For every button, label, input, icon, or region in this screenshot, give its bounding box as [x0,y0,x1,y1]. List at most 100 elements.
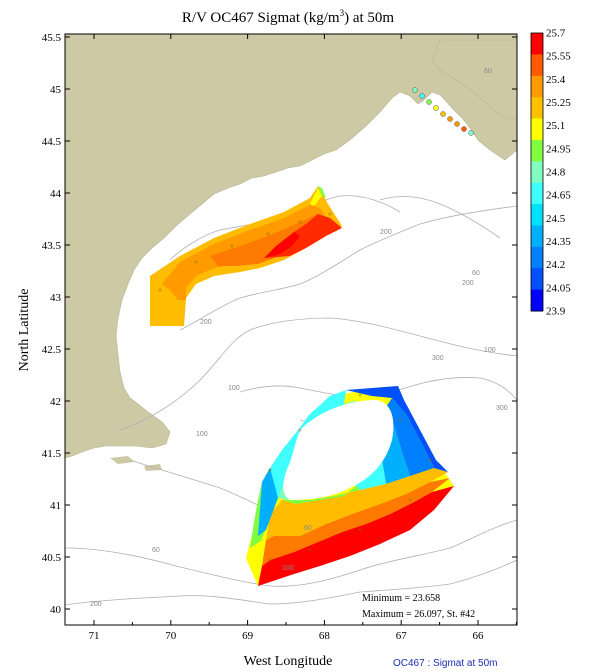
contour-label: 100 [196,431,208,438]
station-marker [298,428,302,432]
contour-label: 60 [304,525,312,532]
station-marker [358,528,362,532]
colorbar-swatch [531,97,543,120]
colorbar-swatch [531,204,543,226]
x-axis-title: West Longitude [244,654,333,669]
station-marker [440,111,446,117]
station-marker [158,288,162,292]
colorbar-swatch [531,268,543,291]
station-marker [468,130,474,136]
station-marker [266,232,270,236]
y-tick-label: 43 [50,292,62,304]
x-tick-label: 67 [396,630,408,642]
x-axis: 71 70 69 68 67 66 [89,34,517,642]
station-marker [408,498,412,502]
y-tick-label: 42 [50,396,61,408]
station-marker [298,220,302,224]
contour-label: 100 [484,347,496,354]
y-tick-label: 44.5 [42,136,62,148]
colorbar-swatch [531,246,543,269]
station-marker [412,87,418,93]
contour-label: 60 [472,270,480,277]
y-tick-label: 41.5 [42,448,62,460]
map-title: R/V OC467 Sigmat (kg/m3) at 50m [182,8,394,26]
contour-label: 100 [228,385,240,392]
transect-stations [412,87,474,136]
x-tick-label: 69 [242,630,254,642]
station-marker [268,558,272,562]
contour-label: 60 [484,68,492,75]
station-marker [428,458,432,462]
colorbar-frame [530,32,544,312]
station-markers [158,212,432,562]
y-tick-label: 42.5 [42,344,62,356]
colorbar-label: 24.65 [546,190,571,202]
y-tick-label: 43.5 [42,240,62,252]
sigmat-patch-south [246,386,454,586]
colorbar-label: 25.4 [546,74,566,86]
y-tick-label: 45.5 [42,32,62,44]
land-mainland [65,34,517,459]
maximum-label: Maximum = 26.097, St. #42 [362,609,475,620]
y-tick-label: 41 [50,500,61,512]
y-tick-label: 40 [50,604,62,616]
station-marker [461,126,467,132]
station-marker [268,468,272,472]
colorbar-swatch [531,225,543,248]
contour-label: 100 [282,565,294,572]
y-axis-title: North Latitude [17,289,32,372]
colorbar-label: 25.25 [546,97,571,109]
colorbar-swatch [531,33,543,55]
station-marker [358,393,362,397]
colorbar-label: 24.5 [546,213,566,225]
minimum-label: Minimum = 23.658 [362,593,440,604]
y-tick-label: 44 [50,188,62,200]
station-marker [426,99,432,105]
colorbar-label: 24.8 [546,167,566,179]
land-nova-scotia [431,39,517,121]
colorbar-label: 25.1 [546,120,565,132]
contour-label: 200 [462,280,474,287]
colorbar-label: 25.7 [546,28,566,40]
contour-label: 300 [496,405,508,412]
station-marker [230,244,234,248]
station-marker [398,418,402,422]
contour-label: 200 [200,319,212,326]
y-tick-label: 40.5 [42,552,62,564]
colorbar-swatch [531,161,543,184]
x-tick-label: 71 [89,630,100,642]
x-tick-label: 66 [473,630,485,642]
footer-caption: OC467 : Sigmat at 50m [393,658,498,669]
colorbar-label: 24.35 [546,236,571,248]
y-tick-label: 45 [50,84,62,96]
land-martha-vineyard [110,456,134,464]
contour-label: 300 [432,355,444,362]
plot-area: 60 200 100 200 200 300 100 300 60 100 60… [65,34,517,625]
sigmat-patch-north [150,186,342,326]
station-marker [433,105,439,111]
colorbar-label: 23.9 [546,306,566,318]
colorbar-swatch [531,289,543,312]
station-marker [328,212,332,216]
colorbar-swatch [531,54,543,77]
plot-frame [64,33,518,626]
colorbar-swatch [531,75,543,98]
x-tick-label: 68 [319,630,331,642]
x-tick-label: 70 [165,630,177,642]
y-axis: 45.5 45 44.5 44 43.5 43 42.5 42 41.5 41 40.5 40 [42,32,517,616]
contour-label: 60 [152,547,160,554]
station-marker [308,548,312,552]
colorbar-label: 25.55 [546,51,571,63]
colorbar-label: 24.2 [546,259,565,271]
colorbar-label: 24.05 [546,282,571,294]
station-marker [419,93,425,99]
colorbar-swatch [531,139,543,162]
contour-label: 200 [380,229,392,236]
colorbar-swatch [531,182,543,205]
station-marker [194,260,198,264]
contour-labels: 60 200 100 200 200 300 100 300 60 100 60… [90,68,508,608]
colorbar-swatch [531,118,543,141]
station-marker [447,116,453,122]
colorbar-label: 24.95 [546,143,571,155]
